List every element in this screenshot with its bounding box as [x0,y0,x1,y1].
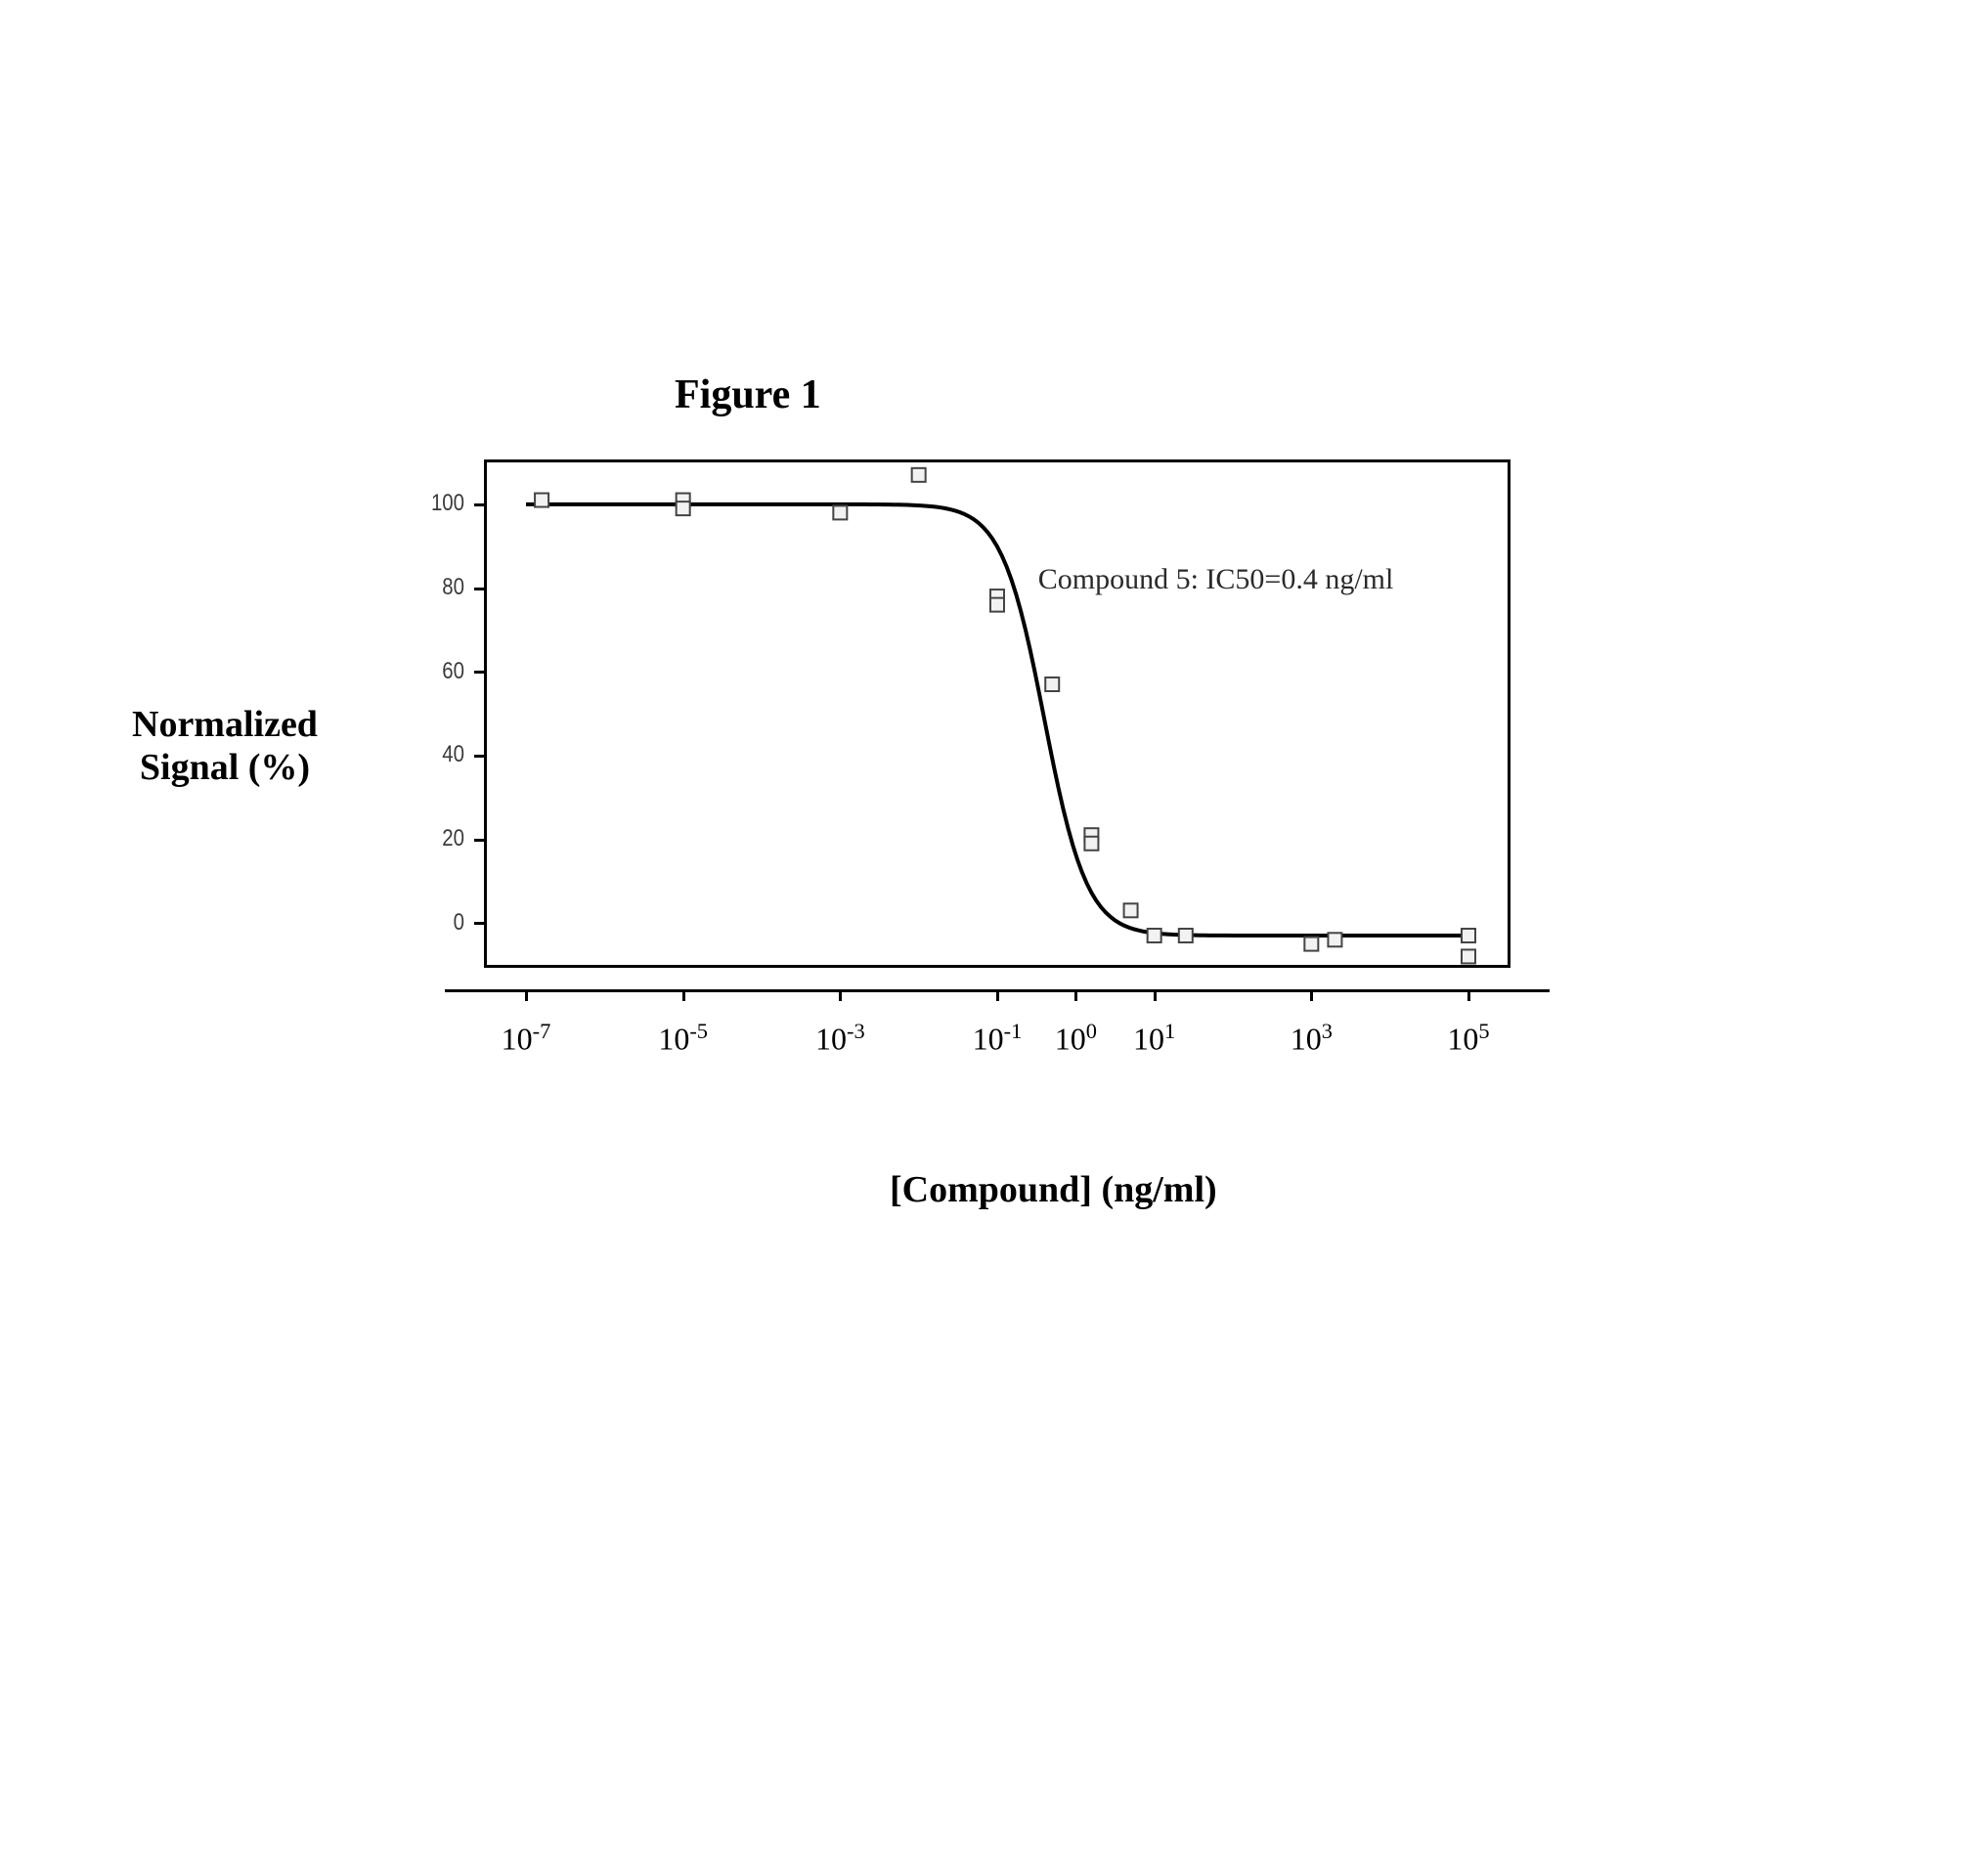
y-tick-mark [474,922,484,925]
x-tick-mark [1154,989,1157,1001]
data-point [1124,903,1138,917]
y-tick-label: 100 [415,490,464,517]
y-tick-mark [474,503,484,506]
x-tick-label: 101 [1106,1019,1204,1058]
y-tick-mark [474,755,484,758]
x-tick-mark [996,989,999,1001]
data-point [535,494,548,507]
plot-svg [0,0,1970,1876]
x-tick-mark [839,989,842,1001]
x-tick-label: 105 [1420,1019,1517,1058]
x-tick-label: 10-5 [635,1019,732,1058]
y-tick-label: 0 [415,909,464,937]
y-tick-mark [474,839,484,842]
data-point [1328,933,1341,946]
data-point [912,468,926,482]
x-tick-mark [682,989,685,1001]
data-point [1179,929,1193,942]
x-tick-mark [525,989,528,1001]
data-point [1304,938,1318,951]
x-tick-label: 10-7 [477,1019,575,1058]
data-point [1148,929,1161,942]
x-tick-label: 10-3 [791,1019,889,1058]
y-tick-label: 40 [415,741,464,768]
y-tick-label: 20 [415,825,464,852]
y-tick-label: 60 [415,658,464,685]
ic50-annotation: Compound 5: IC50=0.4 ng/ml [1038,563,1394,596]
x-tick-label: 103 [1262,1019,1360,1058]
data-point [1084,837,1098,851]
data-point [990,598,1004,612]
x-tick-mark [1074,989,1077,1001]
y-tick-mark [474,588,484,590]
y-tick-mark [474,671,484,674]
data-point [1045,677,1059,691]
data-point [677,502,690,515]
data-point [1462,949,1475,963]
data-point [833,505,847,519]
y-tick-label: 80 [415,574,464,601]
x-tick-mark [1310,989,1313,1001]
data-point [1462,929,1475,942]
x-tick-mark [1467,989,1470,1001]
